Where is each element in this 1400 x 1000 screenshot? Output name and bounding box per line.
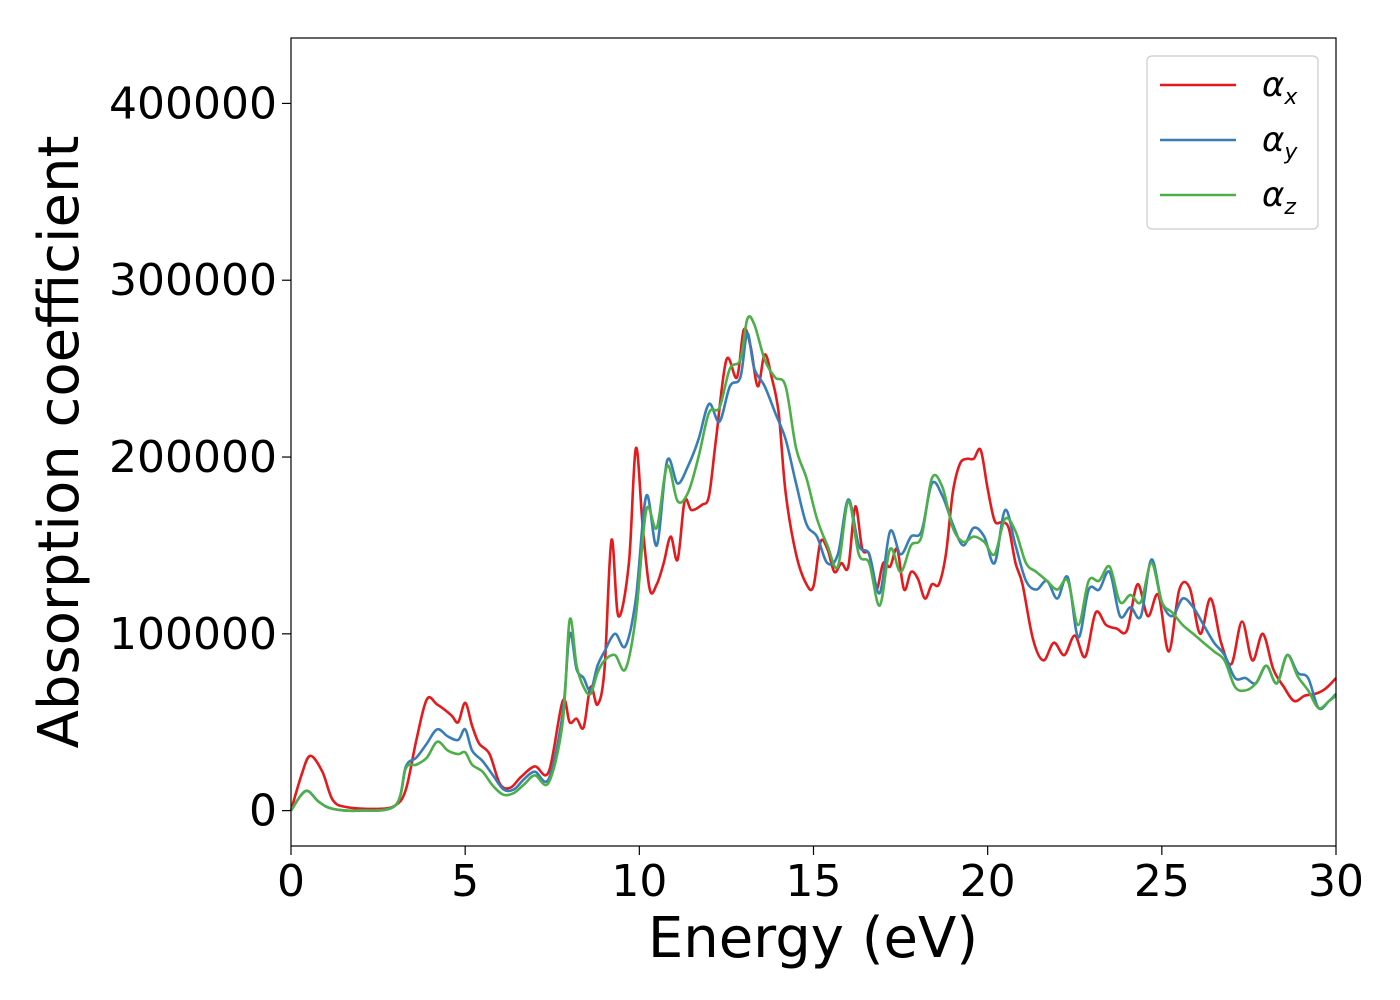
legend-label-subscript: x bbox=[1283, 85, 1298, 110]
series-layer bbox=[289, 315, 1337, 813]
legend-label-subscript: z bbox=[1283, 195, 1296, 220]
legend-label-base: α bbox=[1262, 65, 1284, 105]
x-tick-label: 15 bbox=[786, 856, 842, 907]
series-line-y bbox=[289, 331, 1337, 813]
y-tick-label: 0 bbox=[249, 786, 277, 837]
y-axis-label: Absorption coefficient bbox=[27, 136, 92, 749]
x-tick-label: 25 bbox=[1134, 856, 1190, 907]
y-tick-label: 400000 bbox=[109, 78, 277, 129]
series-line-x bbox=[289, 327, 1337, 811]
y-axis: 0 100000 200000 300000 400000 bbox=[109, 78, 291, 837]
legend-label-subscript: y bbox=[1283, 140, 1298, 165]
y-tick-label: 100000 bbox=[109, 609, 277, 660]
x-tick-label: 30 bbox=[1308, 856, 1364, 907]
x-tick-label: 20 bbox=[960, 856, 1016, 907]
legend-box bbox=[1146, 55, 1319, 230]
x-tick-label: 5 bbox=[451, 856, 479, 907]
legend-label-x: αx bbox=[1262, 65, 1298, 110]
legend-label-z: αz bbox=[1262, 175, 1296, 220]
y-tick-label: 200000 bbox=[109, 432, 277, 483]
x-tick-label: 0 bbox=[277, 856, 305, 907]
series-line-z bbox=[289, 315, 1337, 813]
y-tick-label: 300000 bbox=[109, 255, 277, 306]
legend-label-base: α bbox=[1262, 175, 1284, 215]
x-axis: 0 5 10 15 20 25 30 bbox=[277, 846, 1364, 907]
x-tick-label: 10 bbox=[611, 856, 667, 907]
legend-label-base: α bbox=[1262, 120, 1284, 160]
x-axis-label: Energy (eV) bbox=[648, 906, 978, 971]
legend-label-y: αy bbox=[1262, 120, 1298, 165]
